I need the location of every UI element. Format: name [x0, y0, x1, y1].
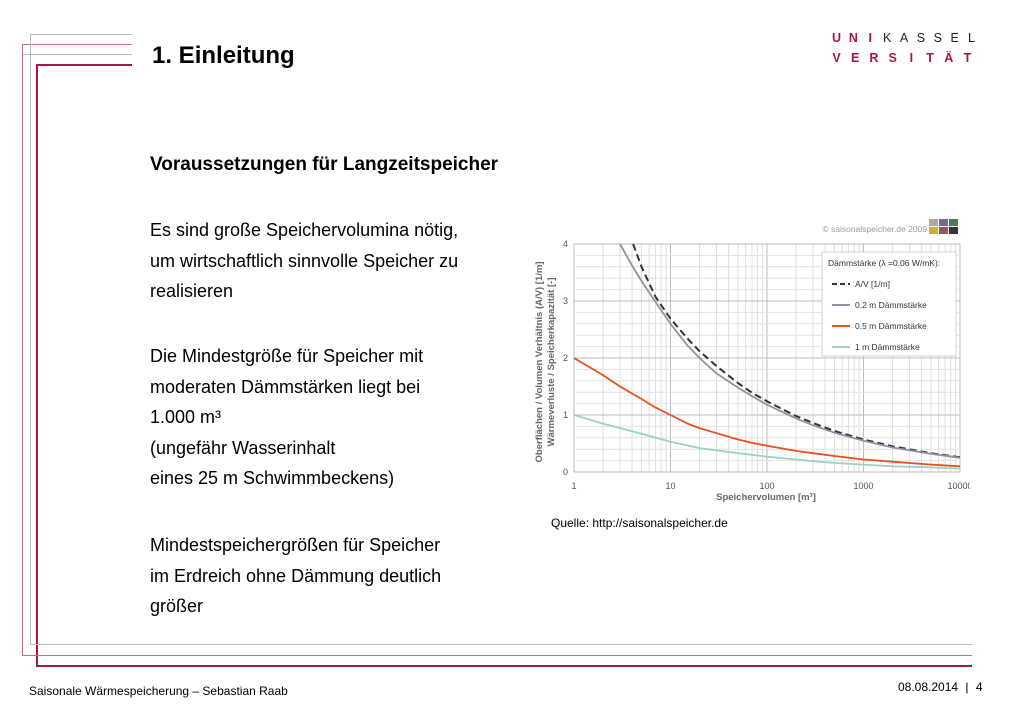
- section-heading: Voraussetzungen für Langzeitspeicher: [150, 154, 499, 175]
- paragraph-3: Mindestspeichergrößen für Speicher im Er…: [150, 535, 442, 616]
- footer-date: 08.08.2014: [898, 680, 959, 694]
- chart-svg: © saisonalspeicher.de 2009 1 10 100 1000 100…: [530, 212, 970, 512]
- frame-line-top-1: [30, 34, 132, 35]
- y-axis-label-1: Oberflächen / Volumen Verhältnis (A/V) […: [534, 262, 545, 463]
- frame-line-top-4: [36, 64, 132, 66]
- frame-line-left-2: [30, 34, 31, 644]
- chart-grid: [573, 243, 961, 473]
- page-title: 1. Einleitung: [152, 42, 295, 69]
- x-tick-label: 1: [571, 481, 576, 491]
- chart: © saisonalspeicher.de 2009 1 10 100 1000 100…: [530, 212, 970, 512]
- copyright-text: © saisonalspeicher.de 2009: [822, 224, 927, 234]
- y-tick-label: 0: [563, 467, 568, 477]
- series-line-4: [573, 414, 961, 470]
- x-tick-label: 1000: [853, 481, 873, 491]
- frame-line-bottom-3: [36, 665, 972, 667]
- paragraph-1: Es sind große Speichervolumina nötig, um…: [150, 220, 459, 301]
- paragraph-2: Die Mindestgröße für Speicher mit modera…: [150, 346, 424, 488]
- footer-meta: 08.08.2014 | 4: [898, 680, 983, 694]
- frame-line-bottom-2: [22, 655, 972, 656]
- series-line-2: [619, 243, 961, 459]
- series-line-3: [573, 357, 961, 468]
- y-tick-label: 3: [563, 296, 568, 306]
- frame-line-top-2: [22, 44, 132, 45]
- x-tick-label: 10: [665, 481, 675, 491]
- legend-entry: A/V [1/m]: [855, 279, 890, 289]
- footer-title: Saisonale Wärmespeicherung – Sebastian R…: [29, 684, 288, 698]
- series-line-1: [632, 243, 961, 459]
- frame-line-bottom-1: [30, 644, 972, 645]
- legend-entry: 0.5 m Dämmstärke: [855, 321, 927, 331]
- source-caption: Quelle: http://saisonalspeicher.de: [551, 516, 728, 530]
- legend-title: Dämmstärke (λ =0.06 W/mK):: [828, 258, 940, 268]
- frame-line-top-3: [22, 54, 132, 55]
- y-tick-label: 2: [563, 353, 568, 363]
- footer-separator: |: [965, 680, 969, 694]
- legend-entry: 1 m Dämmstärke: [855, 342, 920, 352]
- x-tick-label: 100: [759, 481, 774, 491]
- y-tick-label: 4: [563, 239, 568, 249]
- legend-entry: 0.2 m Dämmstärke: [855, 300, 927, 310]
- copyright-logo-icon: [929, 219, 958, 234]
- frame-line-left-3: [36, 64, 38, 666]
- y-axis-label-2: Wärmeverluste / Speicherkapazität [-]: [546, 278, 557, 447]
- y-tick-label: 1: [563, 410, 568, 420]
- page-number: 4: [975, 680, 983, 694]
- frame-line-left-1: [22, 44, 23, 656]
- x-axis-label: Speichervolumen [m³]: [716, 492, 816, 503]
